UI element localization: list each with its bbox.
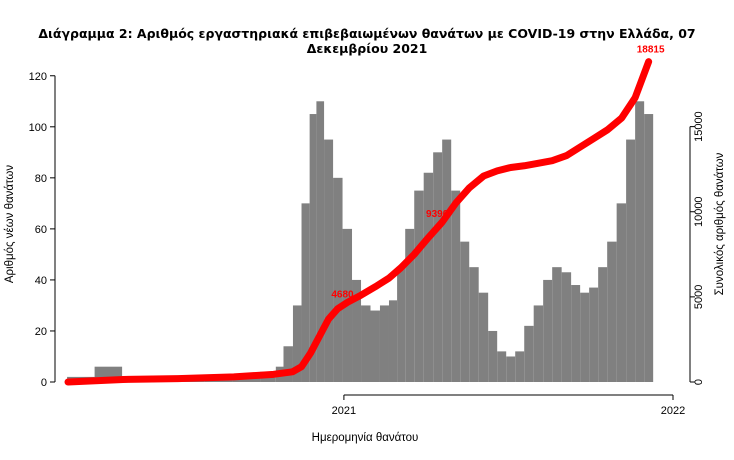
bar	[626, 139, 636, 382]
bar	[460, 241, 470, 382]
bar	[561, 272, 572, 382]
bar	[388, 300, 398, 382]
y-tick-label: 60	[35, 224, 47, 236]
bar	[524, 325, 534, 382]
bar	[433, 152, 443, 382]
x-axis: 2021 2022	[332, 394, 685, 417]
bar	[580, 292, 590, 382]
right-axis: 0 5000 10000 15000	[689, 111, 705, 385]
bar	[478, 292, 489, 382]
bar	[414, 190, 424, 382]
bar	[533, 305, 544, 382]
x-tick-label: 2022	[661, 405, 685, 417]
bar	[361, 305, 371, 382]
bar	[635, 101, 645, 382]
y2-axis-label: Συνολικός αριθμός θανάτων	[714, 152, 726, 296]
bar	[598, 267, 608, 382]
bar	[379, 305, 389, 382]
annotation-label: 9390	[426, 209, 449, 220]
bar	[607, 241, 617, 382]
x-axis-label: Ημερομηνία θανάτου	[311, 432, 419, 444]
cumulative-line	[64, 58, 653, 386]
y2-tick-label: 0	[693, 379, 705, 385]
bar	[552, 267, 562, 382]
bar	[370, 310, 380, 382]
bar	[292, 305, 302, 382]
bar	[283, 346, 293, 382]
y-tick-label: 20	[35, 326, 47, 338]
y2-tick-label: 10000	[693, 196, 705, 227]
bar	[543, 279, 553, 382]
bar	[397, 267, 406, 382]
chart-title: Διάγραμμα 2: Αριθμός εργαστηριακά επιβεβ…	[38, 26, 696, 56]
y2-tick-label: 15000	[693, 111, 705, 142]
bar	[405, 228, 415, 382]
bar	[451, 190, 461, 382]
annotations-group: 4680 9390 18815	[331, 45, 665, 301]
annotation-label: 4680	[331, 289, 354, 300]
bar	[589, 287, 599, 382]
y-tick-label: 40	[35, 275, 47, 287]
bar	[352, 279, 362, 382]
y-tick-label: 120	[29, 71, 47, 83]
bar	[515, 351, 525, 382]
bar	[423, 172, 434, 382]
bar	[616, 203, 627, 382]
bar	[309, 114, 317, 382]
y-tick-label: 100	[29, 122, 47, 134]
y2-tick-label: 5000	[693, 285, 705, 309]
left-axis: 0 20 40 60 80 100 120	[29, 71, 56, 389]
y-tick-label: 80	[35, 173, 47, 185]
x-tick-label: 2021	[332, 405, 356, 417]
bar	[644, 114, 654, 382]
bar	[571, 285, 581, 382]
bar	[442, 139, 452, 382]
bar	[301, 203, 310, 382]
bar	[488, 330, 498, 382]
y-axis-label: Αριθμός νέων θανάτων	[4, 164, 16, 284]
bar	[333, 177, 343, 382]
bar	[497, 351, 507, 382]
annotation-label: 18815	[637, 45, 665, 56]
bar	[506, 356, 516, 382]
bar	[324, 139, 334, 382]
bar	[316, 101, 325, 382]
y-tick-label: 0	[41, 377, 47, 389]
bar	[469, 267, 479, 382]
bars-group	[67, 101, 654, 382]
